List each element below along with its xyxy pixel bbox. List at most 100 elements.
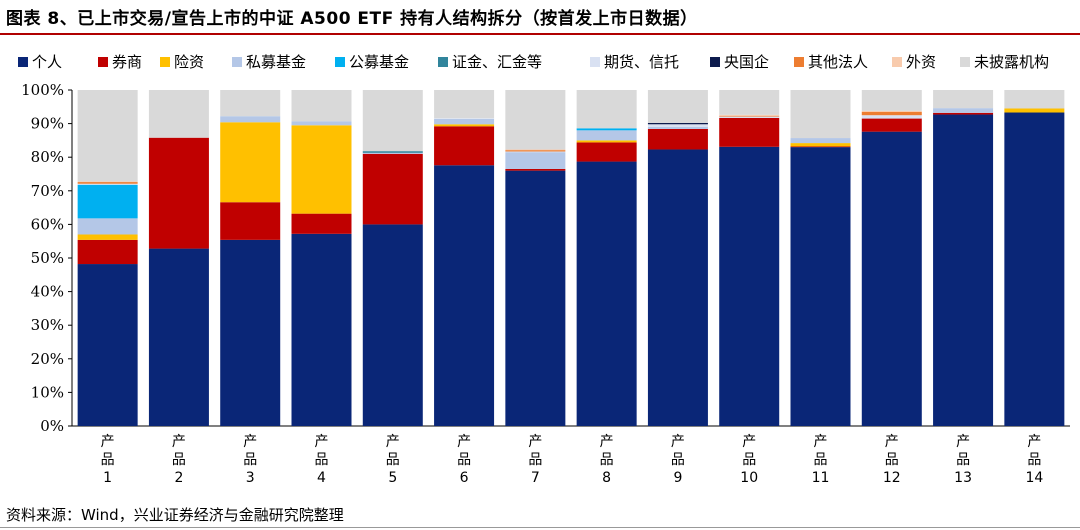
bar-segment-6-1 <box>434 126 495 166</box>
category-label: 产品 6 <box>457 434 471 486</box>
y-tick-label: 60% <box>31 215 64 233</box>
bar-segment-3-10 <box>220 90 281 117</box>
bar-segment-10-9 <box>719 114 780 116</box>
bar-segment-11-3 <box>790 138 851 144</box>
legend-label-7: 央国企 <box>724 53 769 71</box>
bar-segment-3-3 <box>220 116 281 123</box>
bar-segment-13-10 <box>933 90 994 109</box>
bar-segment-11-1 <box>790 146 851 148</box>
bar-segment-12-1 <box>861 118 922 132</box>
category-label: 产品 3 <box>243 434 257 486</box>
legend-swatch-2 <box>160 57 170 67</box>
bar-segment-7-0 <box>505 170 566 426</box>
legend-swatch-10 <box>960 57 970 67</box>
bar-segment-14-2 <box>1004 108 1065 113</box>
bar-segment-4-0 <box>291 233 352 426</box>
legend-swatch-5 <box>438 57 448 67</box>
legend-swatch-1 <box>98 57 108 67</box>
title-divider <box>0 33 1080 35</box>
legend-swatch-3 <box>232 57 242 67</box>
bar-segment-8-10 <box>576 90 637 129</box>
bar-segment-6-3 <box>434 118 495 125</box>
bar-segment-12-8 <box>861 111 922 116</box>
bar-segment-3-1 <box>220 202 281 240</box>
y-tick-label: 90% <box>31 115 64 133</box>
bar-segment-12-9 <box>861 110 922 112</box>
bar-segment-2-0 <box>148 248 209 426</box>
bar-segment-10-6 <box>719 116 780 118</box>
bar-segment-11-10 <box>790 90 851 139</box>
legend-swatch-9 <box>892 57 902 67</box>
bar-segment-5-0 <box>362 224 423 426</box>
bar-segment-1-6 <box>77 183 138 185</box>
legend-swatch-6 <box>590 57 600 67</box>
category-label: 产品 5 <box>386 434 400 486</box>
bar-segment-8-0 <box>576 161 637 426</box>
legend-swatch-7 <box>710 57 720 67</box>
bar-segment-7-9 <box>505 149 566 151</box>
bar-segment-1-0 <box>77 264 138 426</box>
bar-segment-4-3 <box>291 121 352 126</box>
category-label: 产品 1 <box>101 434 115 486</box>
bar-segment-3-0 <box>220 239 281 426</box>
bar-segment-5-1 <box>362 153 423 225</box>
y-tick-label: 20% <box>31 350 64 368</box>
bar-segment-4-1 <box>291 213 352 234</box>
bar-segment-7-1 <box>505 168 566 171</box>
bar-segment-9-10 <box>647 90 708 123</box>
bottom-divider <box>0 527 1080 528</box>
bar-segment-12-10 <box>861 90 922 111</box>
bar-segment-4-2 <box>291 125 352 214</box>
bar-segment-4-10 <box>291 90 352 122</box>
bar-segment-14-0 <box>1004 112 1065 427</box>
bar-segment-9-0 <box>647 149 708 427</box>
bar-segment-10-8 <box>719 115 780 117</box>
y-tick-label: 100% <box>21 81 64 99</box>
bar-segment-12-6 <box>861 115 922 119</box>
bar-segment-6-10 <box>434 90 495 119</box>
legend-swatch-0 <box>18 57 28 67</box>
source-note: 资料来源：Wind，兴业证券经济与金融研究院整理 <box>6 506 344 524</box>
bar-segment-1-8 <box>77 182 138 184</box>
bar-segment-7-3 <box>505 152 566 169</box>
bar-segment-9-3 <box>647 126 708 129</box>
y-tick-label: 80% <box>31 148 64 166</box>
category-label: 产品 11 <box>812 434 830 486</box>
bar-segment-6-6 <box>434 118 495 119</box>
y-tick-label: 10% <box>31 383 64 401</box>
category-label: 产品 4 <box>315 434 329 486</box>
bar-segment-10-1 <box>719 117 780 147</box>
stacked-bar-chart: 个人 券商 险资 私募基金 公募基金 证金、汇金等 期货、信托 央国企 其他法人 外资 未披露机构 … <box>18 53 1070 486</box>
bar-segment-8-1 <box>576 142 637 162</box>
bar-segment-2-1 <box>148 137 209 249</box>
y-tick-label: 50% <box>31 249 64 267</box>
category-label: 产品 7 <box>528 434 542 486</box>
legend-label-4: 公募基金 <box>349 53 409 71</box>
y-tick-label: 70% <box>31 182 64 200</box>
bar-segment-13-0 <box>933 114 994 426</box>
bar-segment-10-10 <box>719 90 780 115</box>
bar-segment-11-0 <box>790 147 851 426</box>
category-label: 产品 13 <box>954 434 972 486</box>
y-tick-label: 0% <box>40 417 64 435</box>
chart-legend: 个人 券商 险资 私募基金 公募基金 证金、汇金等 期货、信托 央国企 其他法人 外资 未披露机构 <box>18 53 1049 71</box>
category-label: 产品 9 <box>671 434 685 486</box>
bar-segment-13-1 <box>933 112 994 115</box>
y-axis: 0% 10% 20% 30% 40% 50% 60% 70% 80% 90% 100% <box>21 81 1070 435</box>
bar-segment-9-7 <box>647 122 708 125</box>
bar-segment-1-9 <box>77 181 138 183</box>
y-tick-label: 30% <box>31 316 64 334</box>
x-axis: 产品 1 产品 2 产品 3 产品 4 产品 5 产品 6 产品 7 产品 8 产品 9 产品 10 产品 11 产品 12 产… <box>101 434 1044 486</box>
bar-segment-2-10 <box>148 90 209 138</box>
bar-segment-8-2 <box>576 140 637 143</box>
bar-segment-5-3 <box>362 152 423 154</box>
bar-segment-8-3 <box>576 130 637 141</box>
bar-segment-14-10 <box>1004 90 1065 109</box>
legend-label-2: 险资 <box>174 53 204 71</box>
figure-title: 图表 8、已上市交易/宣告上市的中证 A500 ETF 持有人结构拆分（按首发上… <box>6 9 698 29</box>
legend-label-10: 未披露机构 <box>974 53 1049 71</box>
legend-label-0: 个人 <box>32 53 62 71</box>
bar-segment-12-0 <box>861 131 922 426</box>
bar-segment-6-0 <box>434 165 495 426</box>
legend-label-9: 外资 <box>906 53 936 71</box>
